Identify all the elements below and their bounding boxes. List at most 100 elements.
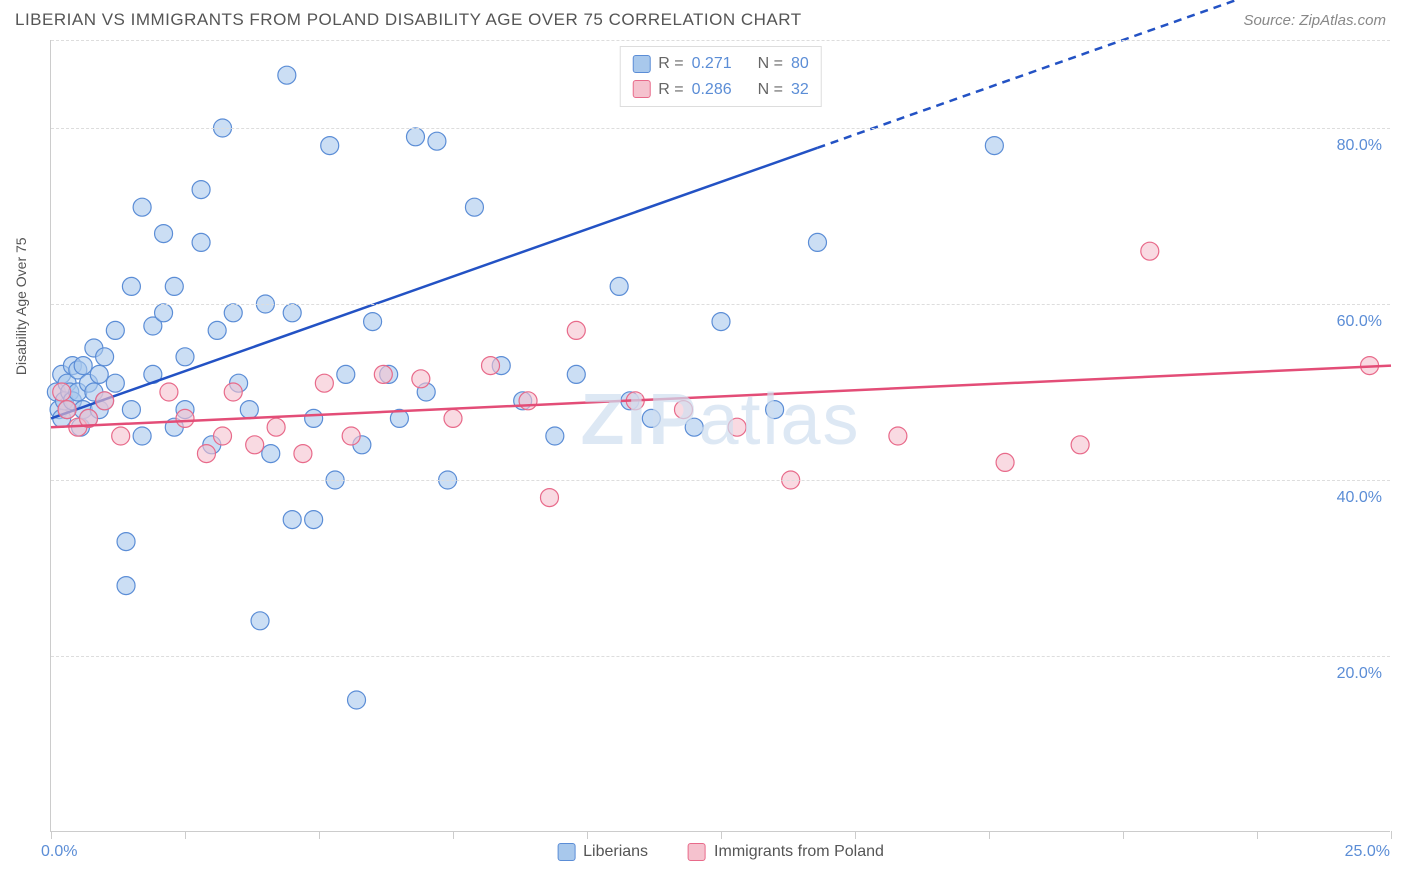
legend-r-label: R = [658, 77, 683, 103]
x-tick [319, 831, 320, 839]
scatter-point [305, 511, 323, 529]
scatter-point [224, 304, 242, 322]
legend-series-item: Immigrants from Poland [688, 843, 884, 861]
scatter-point [766, 401, 784, 419]
scatter-point [283, 511, 301, 529]
scatter-point [728, 418, 746, 436]
scatter-point [674, 401, 692, 419]
legend-r-label: R = [658, 51, 683, 77]
scatter-point [122, 277, 140, 295]
chart-title: LIBERIAN VS IMMIGRANTS FROM POLAND DISAB… [15, 10, 802, 30]
scatter-point [283, 304, 301, 322]
scatter-point [58, 401, 76, 419]
scatter-point [364, 313, 382, 331]
scatter-point [96, 392, 114, 410]
scatter-point [224, 383, 242, 401]
x-tick [1391, 831, 1392, 839]
scatter-point [889, 427, 907, 445]
scatter-point [112, 427, 130, 445]
scatter-point [240, 401, 258, 419]
legend-swatch [557, 843, 575, 861]
y-axis-title: Disability Age Over 75 [13, 237, 29, 375]
legend-series-item: Liberians [557, 843, 648, 861]
scatter-point [540, 489, 558, 507]
scatter-point [96, 348, 114, 366]
chart-source: Source: ZipAtlas.com [1243, 12, 1386, 29]
scatter-point [267, 418, 285, 436]
scatter-point [208, 321, 226, 339]
y-tick-label: 60.0% [1337, 313, 1382, 331]
legend-n-value: 32 [791, 77, 809, 103]
scatter-point [567, 365, 585, 383]
scatter-point [412, 370, 430, 388]
x-tick [855, 831, 856, 839]
scatter-point [465, 198, 483, 216]
scatter-plot-svg [51, 40, 1390, 831]
scatter-point [262, 445, 280, 463]
scatter-point [315, 374, 333, 392]
legend-stats-row: R = 0.286 N = 32 [632, 77, 809, 103]
scatter-point [155, 225, 173, 243]
scatter-point [90, 365, 108, 383]
x-tick [587, 831, 588, 839]
scatter-point [348, 691, 366, 709]
scatter-point [712, 313, 730, 331]
x-tick [1123, 831, 1124, 839]
x-axis-max-label: 25.0% [1345, 843, 1390, 861]
scatter-point [342, 427, 360, 445]
legend-r-value: 0.286 [692, 77, 732, 103]
legend-series-label: Immigrants from Poland [714, 843, 884, 861]
legend-n-label: N = [758, 77, 783, 103]
gridline-h [51, 480, 1390, 481]
scatter-point [192, 181, 210, 199]
scatter-point [246, 436, 264, 454]
legend-swatch [632, 55, 650, 73]
x-tick [453, 831, 454, 839]
y-tick-label: 80.0% [1337, 137, 1382, 155]
scatter-point [117, 533, 135, 551]
y-tick-label: 20.0% [1337, 665, 1382, 683]
legend-stats-row: R =0.271N =80 [632, 51, 809, 77]
x-tick [1257, 831, 1258, 839]
scatter-point [74, 357, 92, 375]
scatter-point [444, 409, 462, 427]
legend-n-label: N = [758, 51, 783, 77]
x-tick [721, 831, 722, 839]
x-axis-min-label: 0.0% [41, 843, 77, 861]
scatter-point [278, 66, 296, 84]
scatter-point [122, 401, 140, 419]
scatter-point [160, 383, 178, 401]
legend-r-value: 0.271 [692, 51, 732, 77]
legend-series: Liberians Immigrants from Poland [557, 843, 884, 861]
scatter-point [642, 409, 660, 427]
y-tick-label: 40.0% [1337, 489, 1382, 507]
x-tick [989, 831, 990, 839]
scatter-point [996, 453, 1014, 471]
legend-stats: R =0.271N =80R =0.286N =32 [619, 46, 822, 107]
gridline-h [51, 128, 1390, 129]
legend-swatch [632, 80, 650, 98]
scatter-point [546, 427, 564, 445]
scatter-point [428, 132, 446, 150]
gridline-h [51, 656, 1390, 657]
scatter-point [155, 304, 173, 322]
scatter-point [117, 577, 135, 595]
scatter-point [321, 137, 339, 155]
scatter-point [133, 198, 151, 216]
scatter-point [192, 233, 210, 251]
scatter-point [197, 445, 215, 463]
scatter-point [685, 418, 703, 436]
scatter-point [106, 321, 124, 339]
scatter-point [610, 277, 628, 295]
scatter-point [808, 233, 826, 251]
scatter-point [176, 409, 194, 427]
gridline-h [51, 40, 1390, 41]
x-tick [51, 831, 52, 839]
x-tick [185, 831, 186, 839]
scatter-point [251, 612, 269, 630]
scatter-point [337, 365, 355, 383]
scatter-point [985, 137, 1003, 155]
scatter-point [519, 392, 537, 410]
scatter-point [176, 348, 194, 366]
scatter-point [406, 128, 424, 146]
